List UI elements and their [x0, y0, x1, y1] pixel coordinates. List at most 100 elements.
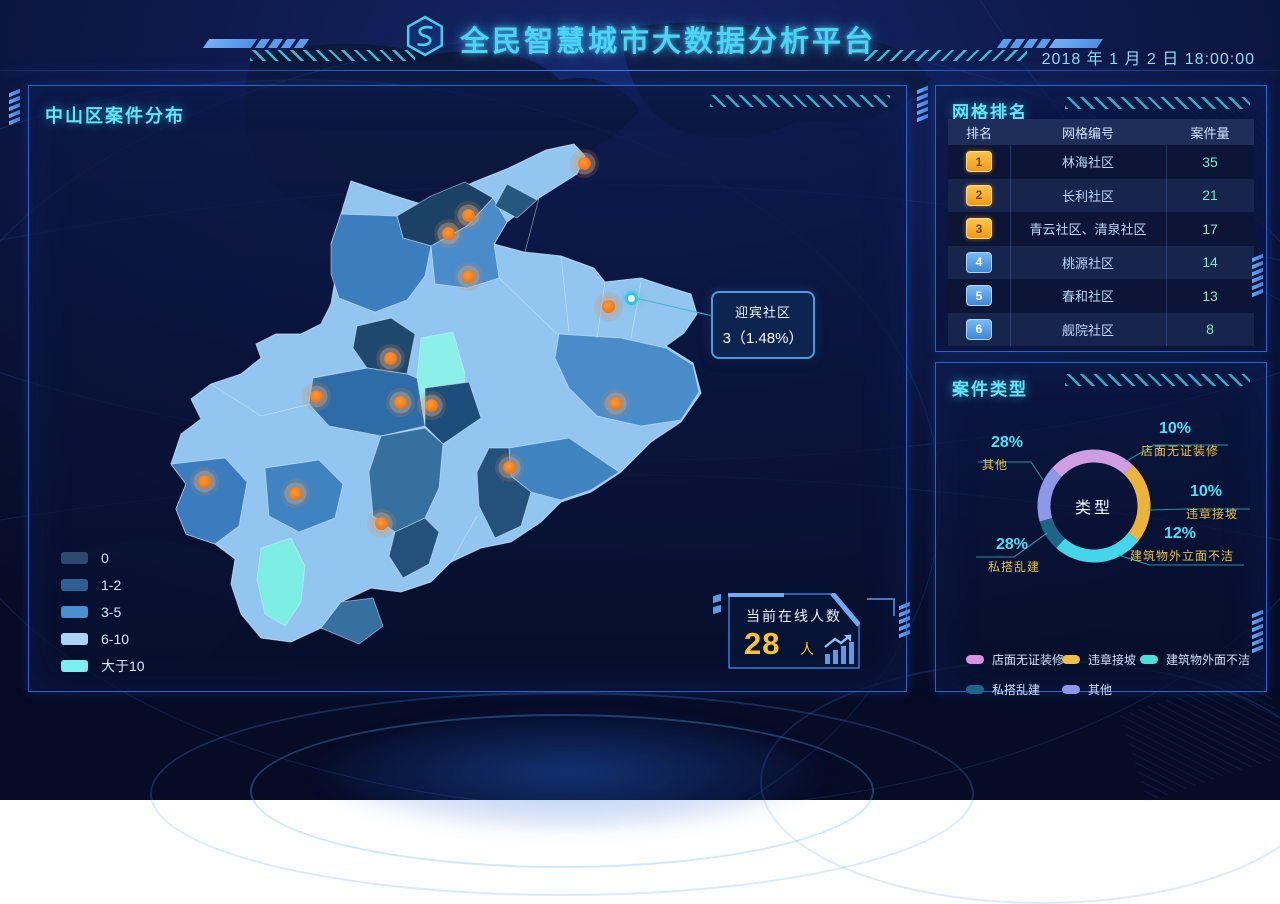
online-box-corner-decoration — [713, 593, 721, 615]
donut-callout-dianmian: 10% 店面无证装修 — [1141, 420, 1220, 458]
community-name: 青云社区、清泉社区 — [1029, 222, 1147, 238]
header-right-slashes — [862, 50, 1027, 61]
header-left-slashes — [250, 50, 415, 61]
case-marker[interactable] — [309, 389, 323, 403]
case-marker[interactable] — [197, 474, 211, 488]
community-name: 长利社区 — [1061, 188, 1114, 204]
case-marker[interactable] — [288, 486, 302, 500]
legend-label: 私搭乱建 — [992, 683, 1041, 697]
header-left-bar-decoration — [202, 39, 310, 48]
edge-hash-decoration — [9, 88, 20, 126]
ranking-table-body: 1 林海社区 35 2 长利社区 21 3 青云社区、清泉社区 17 4 桃源社区 14 5 春和社区 13… — [948, 145, 1254, 346]
edge-hash-decoration — [1252, 609, 1263, 654]
legend-item[interactable]: 违章接坡 — [1062, 651, 1140, 668]
donut-segment[interactable] — [1123, 465, 1151, 541]
rank-badge: 2 — [966, 184, 992, 206]
map-panel-title: 中山区案件分布 — [45, 106, 185, 126]
table-row[interactable]: 3 青云社区、清泉社区 17 — [948, 212, 1254, 246]
map-legend-label: 大于10 — [101, 657, 145, 674]
map-legend-label: 3-5 — [101, 603, 122, 620]
case-count: 35 — [1202, 153, 1218, 170]
rank-badge: 1 — [966, 151, 992, 173]
case-count: 17 — [1202, 220, 1218, 237]
legend-swatch — [1062, 655, 1080, 664]
tooltip-case-value: 3（1.48%） — [722, 330, 804, 347]
edge-hash-decoration — [899, 601, 910, 639]
community-name: 春和社区 — [1061, 289, 1114, 305]
case-marker[interactable] — [601, 299, 615, 313]
case-markers-layer — [29, 86, 906, 691]
table-row[interactable]: 6 舰院社区 8 — [948, 312, 1254, 346]
online-users-box: 当前在线人数 28 人 — [713, 593, 860, 669]
map-legend-item: 6-10 — [61, 625, 145, 652]
tooltip-anchor-dot[interactable] — [625, 292, 638, 305]
legend-item[interactable]: 其他 — [1062, 681, 1140, 698]
map-legend-swatch — [61, 605, 88, 618]
column-header-case-count: 案件量 — [1190, 125, 1230, 141]
map-legend-item: 3-5 — [61, 598, 145, 625]
header-divider — [0, 70, 1280, 71]
online-box-line-decoration — [867, 598, 895, 616]
case-type-panel-title: 案件类型 — [952, 380, 1028, 399]
case-marker[interactable] — [393, 395, 407, 409]
donut-segment[interactable] — [1056, 532, 1139, 563]
donut-segment[interactable] — [1037, 468, 1062, 522]
rank-badge: 3 — [966, 218, 992, 240]
table-row[interactable]: 4 桃源社区 14 — [948, 245, 1254, 279]
case-count: 13 — [1202, 287, 1218, 304]
map-legend-swatch — [61, 632, 88, 645]
column-header-rank: 排名 — [965, 125, 992, 141]
donut-center-label: 类型 — [1074, 500, 1114, 517]
legend-item[interactable]: 私搭乱建 — [966, 681, 1062, 698]
table-row[interactable]: 2 长利社区 21 — [948, 178, 1254, 212]
community-name: 桃源社区 — [1061, 255, 1114, 271]
donut-callout-qita: 28% 其他 — [982, 434, 1024, 472]
map-legend-item: 大于10 — [61, 652, 145, 679]
table-row[interactable]: 5 春和社区 13 — [948, 279, 1254, 313]
ranking-panel-slashes-decoration — [1065, 97, 1250, 109]
edge-hash-decoration — [1252, 253, 1263, 298]
donut-callout-weizhang: 10% 违章接坡 — [1186, 483, 1239, 521]
ranking-panel-title: 网格排名 — [952, 103, 1028, 122]
case-count: 14 — [1202, 254, 1218, 271]
case-marker[interactable] — [424, 398, 438, 412]
case-marker[interactable] — [461, 269, 475, 283]
edge-hash-decoration — [917, 85, 928, 123]
map-color-legend: 0 1-2 3-5 6-10 大于10 — [61, 544, 145, 679]
case-marker[interactable] — [383, 351, 397, 365]
case-marker[interactable] — [577, 156, 591, 170]
table-row[interactable]: 1 林海社区 35 — [948, 145, 1254, 179]
case-marker[interactable] — [374, 516, 388, 530]
app-logo hexagon-s-logo-icon — [404, 15, 446, 62]
rank-badge: 5 — [966, 285, 992, 307]
legend-swatch — [1062, 685, 1080, 694]
tooltip-community-name: 迎宾社区 — [734, 305, 791, 320]
donut-callout-sida: 28% 私搭乱建 — [988, 536, 1041, 574]
online-users-unit: 人 — [800, 641, 814, 657]
donut-callout-jianzhuwu: 12% 建筑物外立面不洁 — [1130, 525, 1235, 563]
case-marker[interactable] — [461, 208, 475, 222]
donut-segment[interactable] — [1039, 517, 1066, 549]
community-name: 舰院社区 — [1061, 322, 1114, 338]
legend-label: 违章接坡 — [1088, 653, 1137, 667]
legend-swatch — [1140, 655, 1158, 664]
case-type-legend: 店面无证装修 违章接坡 建筑物外面不洁私搭乱建 其他 — [966, 651, 1250, 698]
donut-segment[interactable] — [1051, 449, 1134, 478]
grid-ranking-panel: 网格排名 排名 网格编号 案件量 1 林海社区 35 2 长利社区 21 3 青云社区、清泉社… — [935, 85, 1267, 352]
legend-label: 店面无证装修 — [992, 653, 1065, 667]
legend-label: 建筑物外面不洁 — [1166, 653, 1251, 667]
case-type-panel-slashes-decoration — [1065, 374, 1250, 386]
map-tooltip: 迎宾社区 3（1.48%） — [711, 291, 815, 359]
legend-item[interactable]: 店面无证装修 — [966, 651, 1065, 668]
district-choropleth-map[interactable] — [29, 86, 904, 689]
map-legend-item: 0 — [61, 544, 145, 571]
ranking-table: 排名 网格编号 案件量 1 林海社区 35 2 长利社区 21 3 青云社区、清泉社区 17 4 桃… — [948, 119, 1254, 346]
case-marker[interactable] — [502, 460, 516, 474]
datetime-display: 2018 年 1 月 2 日 18:00:00 — [1041, 51, 1255, 68]
legend-label: 其他 — [1088, 683, 1113, 697]
legend-item[interactable]: 建筑物外面不洁 — [1140, 651, 1250, 668]
case-marker[interactable] — [441, 226, 455, 240]
community-name: 林海社区 — [1061, 155, 1114, 171]
map-legend-label: 1-2 — [101, 576, 122, 593]
case-marker[interactable] — [608, 396, 622, 410]
